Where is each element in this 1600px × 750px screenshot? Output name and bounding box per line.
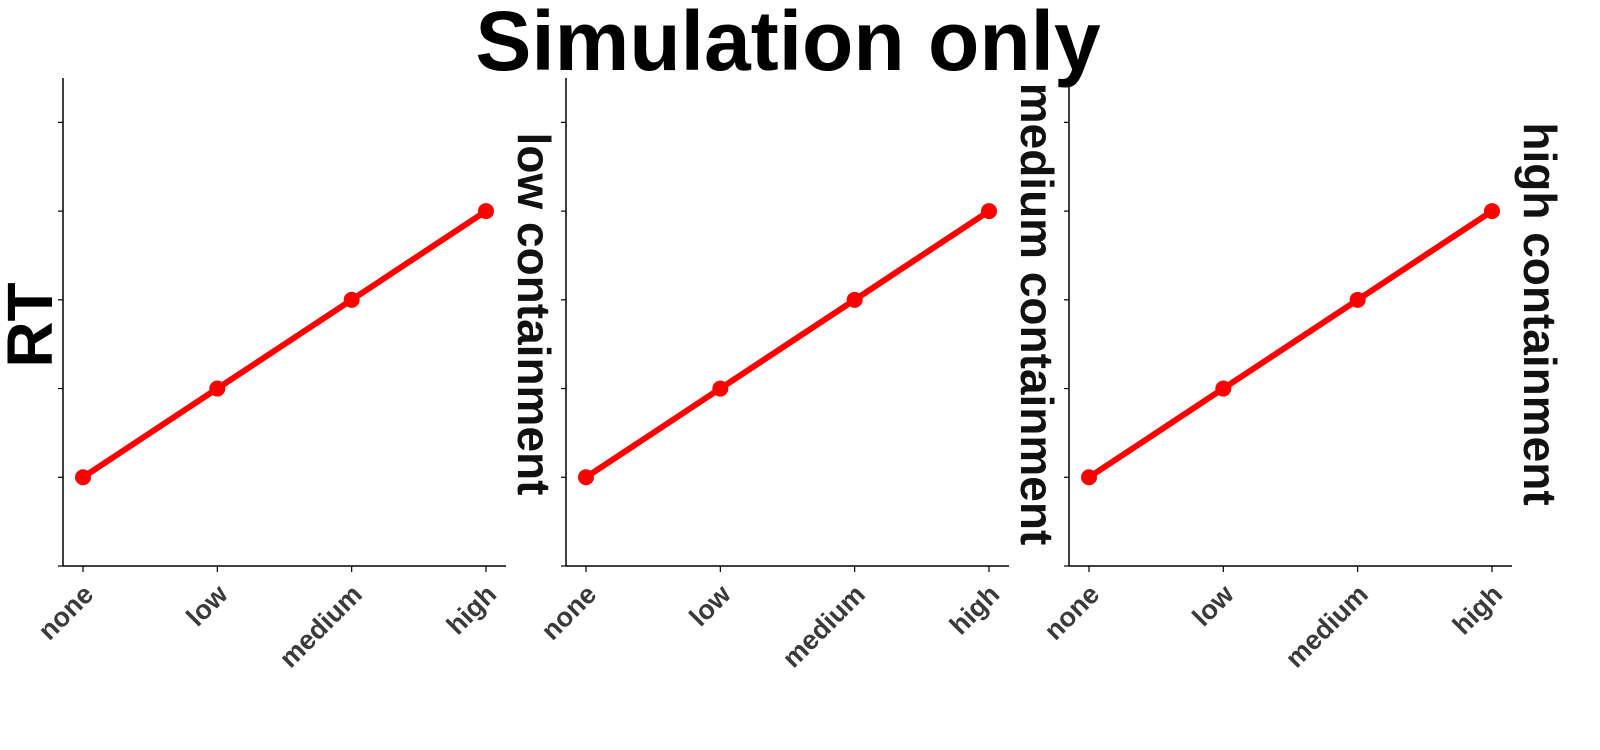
x-tick-label: low <box>181 578 235 632</box>
series-line <box>80 208 489 481</box>
x-tick-label: high <box>441 579 503 641</box>
panel-3: none low medium high high containment <box>1038 78 1566 673</box>
facet-strip-label: medium containment <box>1011 83 1063 546</box>
data-point <box>981 203 997 220</box>
x-tick-label: medium <box>273 579 367 673</box>
x-tick-label: none <box>1038 579 1105 646</box>
facet-strip-label: high containment <box>1514 122 1566 505</box>
series-line <box>583 208 992 481</box>
x-tick-label: medium <box>1279 579 1373 673</box>
y-axis-label: RT <box>0 282 66 367</box>
panel-1: none low medium high low containment <box>32 78 560 673</box>
data-point <box>846 291 863 308</box>
data-point <box>1349 291 1366 308</box>
data-point <box>578 469 594 486</box>
x-tick-label: low <box>1187 578 1241 632</box>
x-tick-label: high <box>944 579 1006 641</box>
data-point <box>75 469 91 486</box>
data-point <box>209 380 226 397</box>
data-point <box>1484 203 1500 220</box>
x-tick-label: low <box>684 578 738 632</box>
data-point <box>712 380 729 397</box>
x-tick-label: high <box>1447 579 1509 641</box>
chart-title: Simulation only <box>475 0 1101 88</box>
data-point <box>1081 469 1097 486</box>
x-tick-label: medium <box>776 579 870 673</box>
data-point <box>478 203 494 220</box>
x-tick-label: none <box>32 579 99 646</box>
x-tick-label: none <box>535 579 602 646</box>
facet-strip-label: low containment <box>508 133 560 496</box>
data-point <box>1215 380 1232 397</box>
data-point <box>343 291 360 308</box>
series-line <box>1086 208 1495 481</box>
